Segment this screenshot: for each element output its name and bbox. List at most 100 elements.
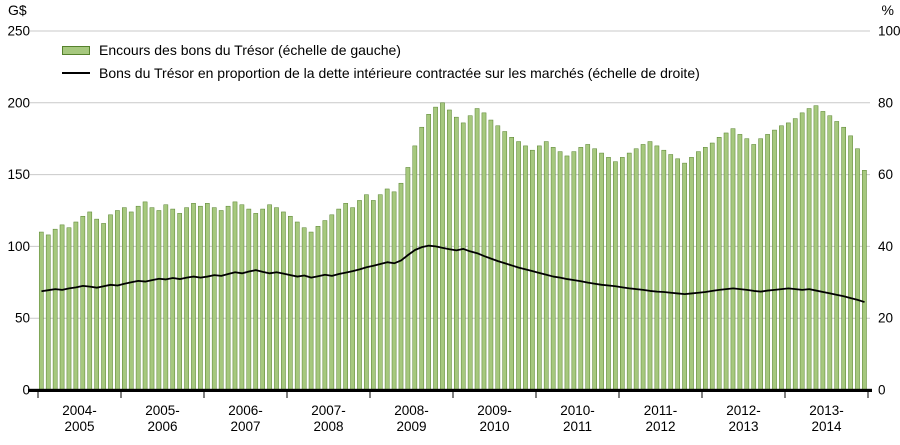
bar xyxy=(115,210,120,391)
bar xyxy=(433,106,438,391)
bar xyxy=(52,228,58,391)
bar xyxy=(454,116,459,391)
bar xyxy=(101,223,106,391)
bar xyxy=(703,147,708,391)
bar xyxy=(537,145,542,391)
x-axis-label: 2013- xyxy=(809,403,844,418)
bar xyxy=(765,134,770,391)
bar xyxy=(654,145,660,391)
bar xyxy=(142,201,148,391)
x-axis-label: 2009 xyxy=(396,419,426,434)
bar xyxy=(294,221,300,391)
x-axis-label: 2010 xyxy=(479,419,509,434)
legend-label-line: Bons du Trésor en proportion de la dette… xyxy=(99,65,700,81)
bar xyxy=(862,170,867,391)
bar xyxy=(281,211,286,391)
bar xyxy=(668,154,674,391)
bar xyxy=(633,148,639,391)
bar xyxy=(620,157,625,391)
bar xyxy=(205,203,210,391)
bar xyxy=(640,144,646,391)
bar xyxy=(626,152,632,391)
left-axis-tick-label: 250 xyxy=(7,24,30,39)
bar xyxy=(225,205,231,391)
bar xyxy=(391,191,397,391)
bar xyxy=(73,221,79,391)
left-axis-tick-label: 0 xyxy=(22,383,30,398)
x-axis-label: 2013 xyxy=(728,419,758,434)
bar xyxy=(377,194,383,391)
left-axis-tick-label: 50 xyxy=(15,311,30,326)
bar xyxy=(578,147,584,391)
bar xyxy=(135,205,141,391)
bar xyxy=(198,205,203,391)
right-axis-tick-label: 0 xyxy=(878,383,886,398)
bar xyxy=(599,152,604,391)
bar xyxy=(364,194,369,391)
bar xyxy=(232,201,238,391)
bar xyxy=(239,204,245,391)
bar xyxy=(806,108,812,391)
bar xyxy=(440,102,445,391)
bar xyxy=(592,148,597,391)
bar xyxy=(156,210,162,391)
bar xyxy=(682,162,687,391)
bar xyxy=(357,200,362,391)
bar xyxy=(564,155,570,391)
bar xyxy=(59,224,65,391)
right-axis-unit-label: % xyxy=(881,2,894,18)
bar xyxy=(786,122,791,391)
bar xyxy=(301,227,307,391)
bar xyxy=(315,226,321,391)
bar xyxy=(128,211,134,391)
left-axis-unit-label: G$ xyxy=(8,2,27,18)
bar xyxy=(509,137,514,391)
x-axis-label: 2011- xyxy=(644,403,678,418)
bar xyxy=(799,112,805,391)
bar xyxy=(675,158,680,391)
bar xyxy=(343,203,348,391)
bar xyxy=(371,200,376,391)
bar xyxy=(66,227,72,391)
bar xyxy=(170,208,176,391)
bar xyxy=(502,131,508,391)
bar xyxy=(163,204,169,391)
left-axis-tick-label: 150 xyxy=(7,167,30,182)
x-axis-label: 2006 xyxy=(147,419,177,434)
bar xyxy=(495,125,501,391)
bar xyxy=(557,151,563,391)
ratio-line xyxy=(41,244,865,303)
bar-series-swatch-icon xyxy=(62,45,90,55)
x-axis-label: 2004- xyxy=(62,403,97,418)
bar xyxy=(523,145,528,391)
bar xyxy=(218,210,224,391)
bar xyxy=(820,111,826,391)
x-axis-label: 2014 xyxy=(811,419,842,434)
bar xyxy=(737,134,743,391)
bar xyxy=(792,118,798,391)
right-axis-tick-label: 20 xyxy=(878,311,893,326)
legend: Encours des bons du Trésor (échelle de g… xyxy=(62,42,700,81)
x-axis-label: 2012- xyxy=(726,403,761,418)
bar xyxy=(80,215,86,391)
bar xyxy=(336,208,342,391)
bar xyxy=(149,207,155,391)
bar xyxy=(184,207,189,391)
bar xyxy=(827,115,833,391)
bar xyxy=(460,122,466,391)
x-axis-label: 2009- xyxy=(477,403,512,418)
bar xyxy=(841,126,846,391)
line-series-swatch-icon xyxy=(62,72,90,74)
x-axis-label: 2005 xyxy=(64,419,94,434)
bar xyxy=(322,220,328,391)
bar xyxy=(606,157,611,391)
legend-item-line: Bons du Trésor en proportion de la dette… xyxy=(62,65,700,81)
bar xyxy=(87,211,93,391)
x-axis-label: 2012 xyxy=(645,419,675,434)
x-axis-label: 2007 xyxy=(230,419,260,434)
x-axis-label: 2010- xyxy=(560,403,595,418)
bar xyxy=(848,135,853,391)
bar xyxy=(274,207,279,391)
bar xyxy=(751,144,757,391)
bar xyxy=(730,128,736,391)
